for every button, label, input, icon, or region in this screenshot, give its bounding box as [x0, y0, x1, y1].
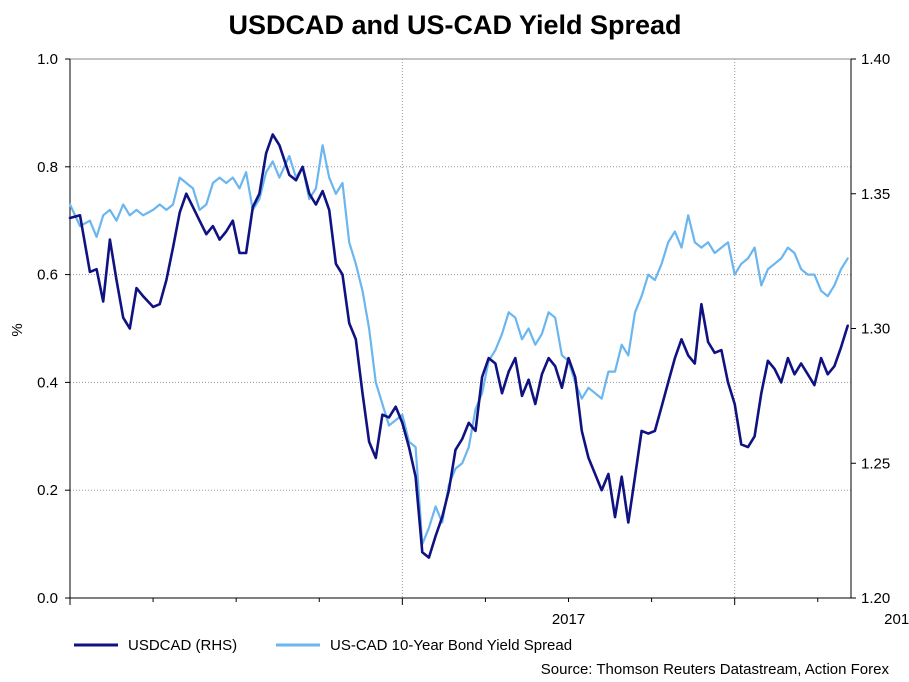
chart-title: USDCAD and US-CAD Yield Spread — [228, 10, 681, 40]
x-tick-label: 2018 — [884, 611, 909, 628]
plot-frame — [69, 58, 852, 599]
legend-label-yield-spread: US-CAD 10-Year Bond Yield Spread — [330, 637, 572, 654]
legend: USDCAD (RHS) US-CAD 10-Year Bond Yield S… — [74, 637, 572, 654]
x-tick-label: 2017 — [552, 611, 585, 628]
series-lines — [68, 133, 850, 559]
y-tick-label: 0.2 — [37, 482, 58, 499]
y2-tick-label: 1.25 — [861, 455, 890, 472]
y2-tick-label: 1.30 — [861, 321, 890, 338]
y-tick-label: 0.8 — [37, 159, 58, 176]
y-tick-label: 0.4 — [37, 374, 58, 391]
legend-label-usdcad: USDCAD (RHS) — [128, 637, 237, 654]
axes: 0.0 0.2 0.4 0.6 0.8 1.0 1.20 1.25 1.30 1.35 1.40 20… — [37, 51, 909, 628]
series-line-usdcad — [68, 133, 850, 559]
y-axis-label: % — [9, 323, 26, 336]
source-note: Source: Thomson Reuters Datastream, Acti… — [541, 661, 890, 678]
y2-tick-label: 1.35 — [861, 186, 890, 203]
y-tick-label: 0.6 — [37, 267, 58, 284]
y-tick-label: 1.0 — [37, 51, 58, 68]
y2-tick-label: 1.40 — [861, 51, 890, 68]
y-tick-label: 0.0 — [37, 590, 58, 607]
gridlines — [69, 58, 852, 599]
y2-tick-label: 1.20 — [861, 590, 890, 607]
series-line-yield-spread — [68, 144, 849, 546]
